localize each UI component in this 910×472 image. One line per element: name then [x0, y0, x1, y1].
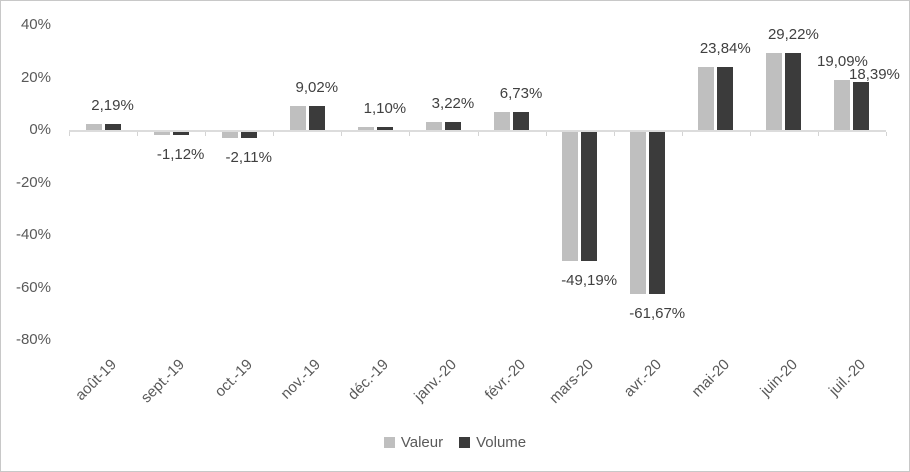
legend-label: Valeur — [400, 434, 444, 451]
bar-valeur — [289, 106, 306, 130]
data-label: 3,22% — [431, 94, 475, 112]
data-label: 18,39% — [849, 65, 900, 83]
y-axis-tick-label: -80% — [15, 331, 51, 348]
legend-swatch-volume — [459, 437, 471, 448]
x-axis-line — [69, 130, 886, 132]
data-label: 23,84% — [699, 40, 751, 58]
data-label: 2,19% — [91, 97, 134, 115]
bar-valeur — [153, 132, 170, 135]
bar-volume — [853, 81, 870, 130]
bar-volume — [444, 121, 461, 130]
bar-valeur — [562, 132, 579, 262]
bar-volume — [513, 112, 530, 130]
axis-tick — [69, 132, 70, 136]
axis-tick — [409, 132, 411, 136]
bar-volume — [581, 132, 598, 262]
bar-volume — [308, 106, 325, 130]
bar-volume — [785, 53, 802, 130]
data-label: -49,19% — [561, 272, 618, 290]
axis-tick — [205, 132, 207, 136]
axis-tick — [681, 132, 683, 136]
y-axis-tick-label: 0% — [29, 121, 51, 138]
axis-tick — [613, 132, 615, 136]
data-label: -1,12% — [156, 145, 205, 163]
axis-tick — [273, 132, 275, 136]
bar-volume — [717, 67, 734, 130]
data-label: 29,22% — [767, 26, 819, 44]
axis-tick — [749, 132, 751, 136]
axis-tick — [817, 132, 819, 136]
bar-valeur — [221, 132, 238, 138]
axis-tick — [886, 132, 887, 136]
bar-valeur — [630, 132, 647, 294]
bar-valeur — [766, 53, 783, 130]
data-label: 9,02% — [295, 79, 339, 97]
bar-valeur — [494, 112, 511, 130]
bar-valeur — [698, 67, 715, 130]
bar-volume — [104, 124, 121, 130]
chart-legend: Valeur Volume — [1, 434, 909, 451]
axis-tick — [137, 132, 139, 136]
y-axis-tick-label: -60% — [15, 278, 51, 296]
axis-tick — [341, 132, 343, 136]
y-axis-tick-label: 40% — [20, 16, 51, 33]
bar-volume — [376, 127, 393, 130]
bar-volume — [172, 132, 189, 135]
legend-item-volume: Volume — [459, 434, 526, 451]
axis-tick — [545, 132, 547, 136]
bar-volume — [240, 132, 257, 138]
data-label: -2,11% — [225, 148, 272, 166]
axis-tick — [477, 132, 479, 136]
bar-valeur — [425, 121, 442, 130]
bar-volume — [649, 132, 666, 294]
bar-valeur — [85, 124, 102, 130]
y-axis-tick-label: -40% — [15, 226, 51, 243]
legend-item-valeur: Valeur — [383, 434, 444, 451]
legend-label: Volume — [476, 434, 527, 451]
data-label: -61,67% — [629, 304, 686, 322]
data-label: 19,09% — [817, 52, 868, 70]
bar-valeur — [357, 127, 374, 130]
y-axis-tick-label: -20% — [15, 173, 51, 191]
data-label: 1,10% — [363, 100, 407, 118]
legend-swatch-valeur — [383, 437, 395, 448]
data-label: 6,73% — [499, 85, 543, 103]
y-axis-tick-label: 20% — [20, 68, 51, 86]
bar-valeur — [834, 79, 851, 130]
